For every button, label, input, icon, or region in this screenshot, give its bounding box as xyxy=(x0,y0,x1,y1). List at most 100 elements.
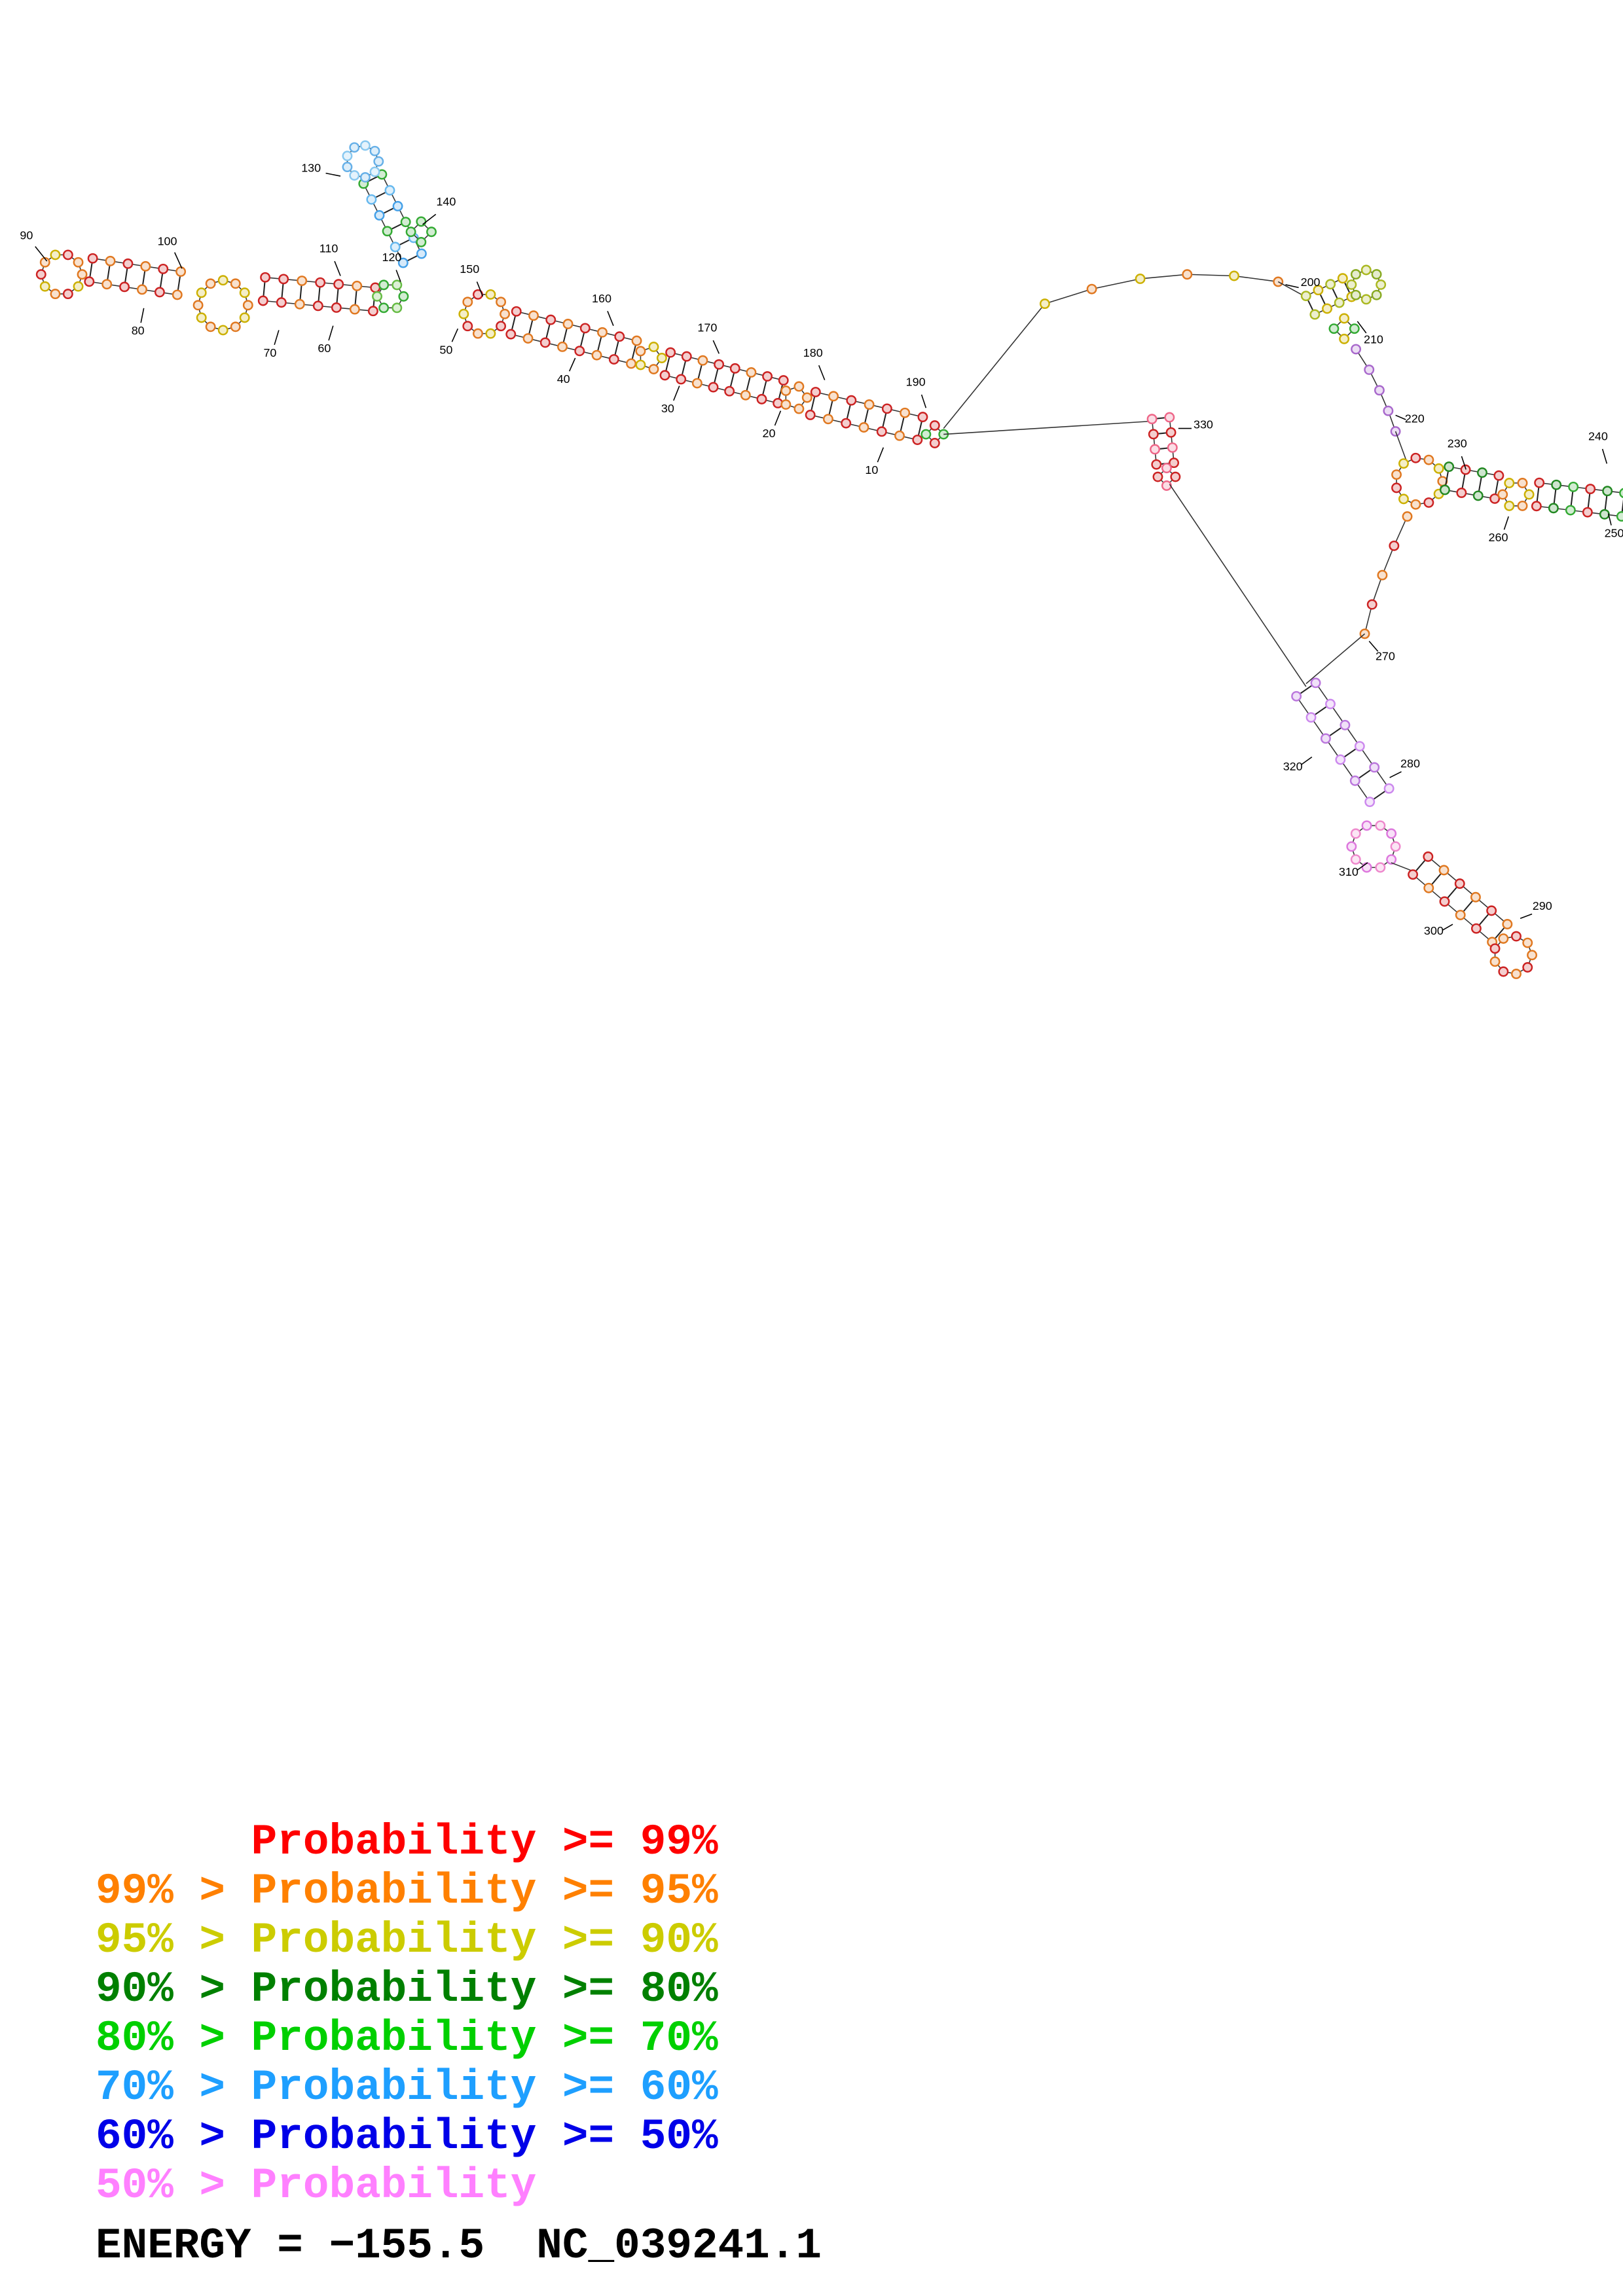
loop xyxy=(192,275,253,336)
helix xyxy=(1439,461,1504,504)
svg-text:180: 180 xyxy=(803,346,823,359)
svg-text:30: 30 xyxy=(661,402,674,415)
svg-text:200: 200 xyxy=(1301,276,1321,289)
svg-text:160: 160 xyxy=(592,292,611,305)
svg-text:20: 20 xyxy=(763,427,776,440)
legend-item-6: 70% > Probability >= 60% xyxy=(96,2063,718,2112)
svg-text:310: 310 xyxy=(1339,865,1359,878)
svg-text:330: 330 xyxy=(1194,418,1213,431)
legend-item-5: 80% > Probability >= 70% xyxy=(96,2014,718,2063)
loop xyxy=(1497,478,1535,511)
legend-item-4: 90% > Probability >= 80% xyxy=(96,1965,718,2014)
svg-text:210: 210 xyxy=(1364,333,1383,346)
single-strand xyxy=(1351,344,1401,437)
position-label: 170 xyxy=(697,321,720,354)
loop xyxy=(1152,463,1181,491)
single-strand xyxy=(1359,511,1413,639)
legend-item-2: 99% > Probability >= 95% xyxy=(96,1867,718,1916)
loop xyxy=(1489,931,1537,979)
svg-text:90: 90 xyxy=(20,228,33,242)
svg-text:270: 270 xyxy=(1376,650,1395,663)
helix xyxy=(505,306,642,369)
position-label: 120 xyxy=(382,251,402,282)
position-label: 280 xyxy=(1389,757,1420,778)
position-label: 130 xyxy=(301,161,341,177)
position-label: 220 xyxy=(1395,412,1425,425)
helix xyxy=(659,347,789,408)
connector-line xyxy=(1305,633,1366,685)
position-label: 80 xyxy=(132,308,145,337)
legend-item-8: 50% > Probability xyxy=(96,2161,537,2210)
connector-line xyxy=(1169,484,1307,687)
legend-item-1: Probability >= 99% xyxy=(96,1818,718,1867)
position-label: 250 xyxy=(1605,513,1623,539)
position-label: 240 xyxy=(1588,430,1608,464)
svg-text:260: 260 xyxy=(1489,531,1508,544)
position-label: 270 xyxy=(1368,641,1395,663)
position-label: 230 xyxy=(1448,437,1467,470)
loop xyxy=(342,140,384,183)
position-label: 70 xyxy=(263,330,280,359)
svg-text:60: 60 xyxy=(318,342,331,355)
position-label: 110 xyxy=(319,242,341,276)
helix xyxy=(805,387,928,446)
position-label: 150 xyxy=(460,262,484,297)
position-label: 10 xyxy=(865,447,884,476)
loop xyxy=(635,341,667,375)
position-label: 20 xyxy=(763,410,782,440)
svg-text:320: 320 xyxy=(1283,760,1303,773)
position-label: 190 xyxy=(906,376,927,408)
position-label: 200 xyxy=(1285,276,1321,289)
svg-text:110: 110 xyxy=(319,242,338,255)
position-label: 50 xyxy=(439,328,459,356)
svg-text:140: 140 xyxy=(436,195,456,208)
single-strand xyxy=(1039,269,1284,310)
svg-text:150: 150 xyxy=(460,262,479,276)
connector-line xyxy=(943,303,1046,429)
position-label: 300 xyxy=(1424,924,1453,937)
svg-text:130: 130 xyxy=(301,161,321,174)
connector-line xyxy=(1395,431,1407,459)
svg-text:250: 250 xyxy=(1605,526,1623,539)
svg-text:290: 290 xyxy=(1533,899,1552,912)
position-label: 40 xyxy=(557,357,576,386)
probability-legend: Probability >= 99% 99% > Probability >= 9… xyxy=(96,1818,718,2210)
loop xyxy=(405,216,437,247)
position-label: 290 xyxy=(1520,899,1552,919)
helix xyxy=(1531,477,1623,522)
position-label: 90 xyxy=(20,228,48,262)
connector-line xyxy=(943,420,1154,435)
helix xyxy=(257,272,381,317)
position-label: 140 xyxy=(422,195,456,225)
position-label: 310 xyxy=(1339,862,1368,878)
legend-item-3: 95% > Probability >= 90% xyxy=(96,1916,718,1965)
loop xyxy=(1391,452,1448,510)
position-label: 260 xyxy=(1489,516,1509,544)
svg-text:50: 50 xyxy=(439,343,452,356)
svg-text:10: 10 xyxy=(865,463,878,476)
position-label: 330 xyxy=(1178,418,1213,431)
svg-text:240: 240 xyxy=(1588,430,1608,443)
svg-text:280: 280 xyxy=(1400,757,1420,770)
position-label: 100 xyxy=(158,234,183,269)
svg-text:80: 80 xyxy=(132,324,145,337)
svg-text:120: 120 xyxy=(382,251,402,264)
svg-text:170: 170 xyxy=(697,321,717,334)
loop xyxy=(1346,264,1387,305)
svg-text:190: 190 xyxy=(906,376,926,389)
energy-label: ENERGY = −155.5 NC_039241.1 xyxy=(96,2221,822,2270)
svg-text:40: 40 xyxy=(557,372,570,386)
svg-text:300: 300 xyxy=(1424,924,1444,937)
loop xyxy=(1346,820,1401,873)
helix xyxy=(84,253,187,300)
svg-text:230: 230 xyxy=(1448,437,1467,450)
loop xyxy=(780,381,812,414)
helix xyxy=(1291,677,1395,808)
svg-text:220: 220 xyxy=(1405,412,1425,425)
position-label: 210 xyxy=(1357,321,1383,346)
loop xyxy=(372,279,409,314)
loop xyxy=(35,249,88,300)
svg-text:100: 100 xyxy=(158,234,177,247)
